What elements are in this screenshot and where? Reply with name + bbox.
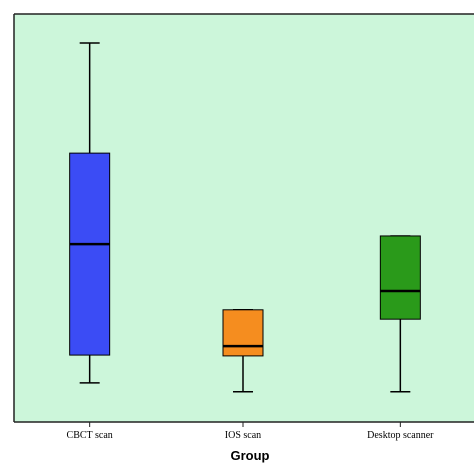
x-tick-label: CBCT scan <box>67 430 113 441</box>
x-axis-label: Group <box>231 448 270 463</box>
box <box>222 309 264 357</box>
box <box>379 235 421 320</box>
box <box>69 152 111 356</box>
x-tick-label: IOS scan <box>225 430 261 441</box>
x-tick-label: Desktop scanner <box>367 430 434 441</box>
